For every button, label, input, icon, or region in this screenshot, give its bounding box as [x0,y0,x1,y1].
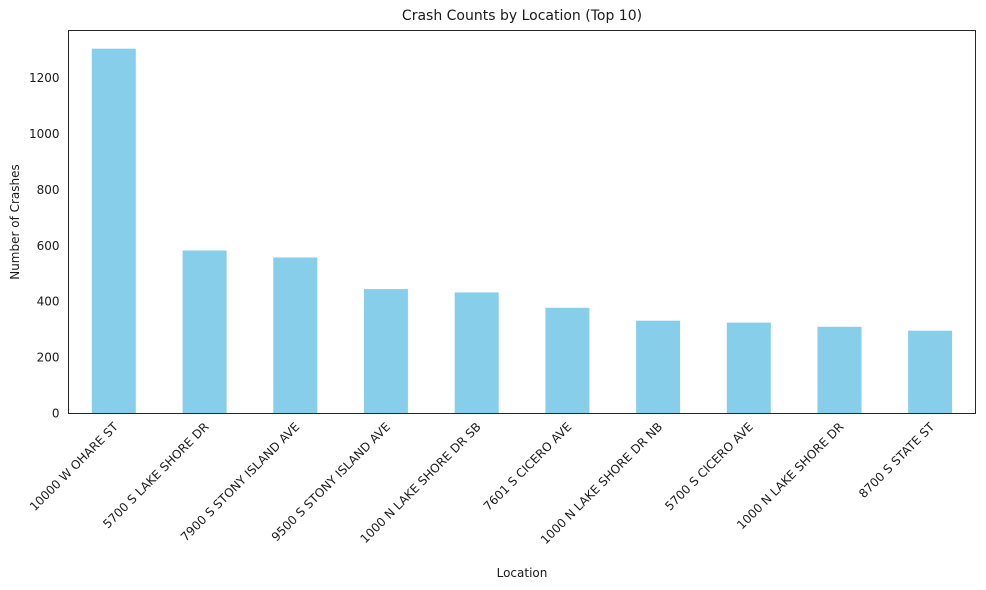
bar-10 [908,330,953,414]
bar-8 [726,322,771,414]
bar-5 [454,292,499,414]
y-tick-label: 600 [37,239,60,253]
x-tick-label: 5700 S LAKE SHORE DR [100,420,211,531]
x-tick-label: 7601 S CICERO AVE [481,420,575,514]
bar-6 [545,307,590,414]
y-tick-label: 1200 [29,71,60,85]
bar-2 [182,250,227,414]
x-tick-label: 8700 S STATE ST [856,419,938,501]
x-axis-label: Location [497,566,548,580]
chart-title: Crash Counts by Location (Top 10) [402,8,642,24]
y-axis-label: Number of Crashes [8,164,22,280]
bar-4 [363,289,408,414]
x-tick-label: 10000 W OHARE ST [27,419,122,514]
y-tick-label: 400 [37,295,60,309]
bar-7 [636,320,681,414]
plot-frame [68,30,976,414]
y-tick-label: 1000 [29,127,60,141]
y-tick-label: 0 [52,407,60,421]
x-tick-label: 1000 N LAKE SHORE DR [734,420,846,532]
y-tick-label: 200 [37,351,60,365]
x-tick-label: 5700 S CICERO AVE [662,420,756,514]
bar-3 [273,257,318,414]
bars-group [91,48,953,414]
y-tick-label: 800 [37,183,60,197]
bar-1 [91,48,136,414]
y-axis-ticks: 0 200 400 600 800 1000 1200 [29,71,60,421]
bar-9 [817,326,862,414]
